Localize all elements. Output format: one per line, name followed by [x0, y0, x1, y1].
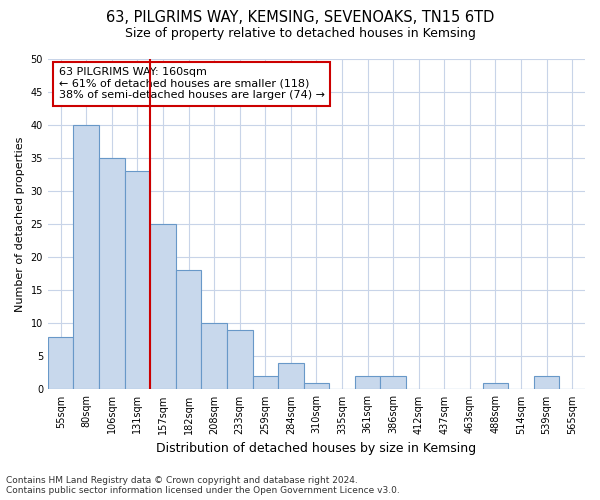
Bar [227, 330, 253, 390]
Bar [304, 383, 329, 390]
Bar [99, 158, 125, 390]
Bar [125, 172, 150, 390]
Bar [150, 224, 176, 390]
Bar [48, 336, 73, 390]
Bar [176, 270, 202, 390]
Text: 63, PILGRIMS WAY, KEMSING, SEVENOAKS, TN15 6TD: 63, PILGRIMS WAY, KEMSING, SEVENOAKS, TN… [106, 10, 494, 25]
Y-axis label: Number of detached properties: Number of detached properties [15, 136, 25, 312]
Bar [380, 376, 406, 390]
Text: Contains HM Land Registry data © Crown copyright and database right 2024.: Contains HM Land Registry data © Crown c… [6, 476, 358, 485]
Bar [482, 383, 508, 390]
Text: Contains public sector information licensed under the Open Government Licence v3: Contains public sector information licen… [6, 486, 400, 495]
Bar [202, 324, 227, 390]
Bar [278, 363, 304, 390]
Bar [355, 376, 380, 390]
X-axis label: Distribution of detached houses by size in Kemsing: Distribution of detached houses by size … [157, 442, 476, 455]
Text: 63 PILGRIMS WAY: 160sqm
← 61% of detached houses are smaller (118)
38% of semi-d: 63 PILGRIMS WAY: 160sqm ← 61% of detache… [59, 68, 325, 100]
Bar [253, 376, 278, 390]
Bar [534, 376, 559, 390]
Bar [73, 125, 99, 390]
Text: Size of property relative to detached houses in Kemsing: Size of property relative to detached ho… [125, 28, 475, 40]
